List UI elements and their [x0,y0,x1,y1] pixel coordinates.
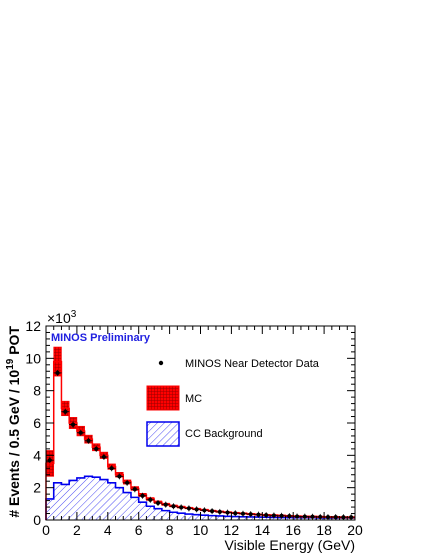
data-point [310,514,315,519]
data-point [240,511,246,516]
data-point [163,502,168,507]
data-point [148,497,153,502]
y-multiplier-exponent: 3 [71,309,77,320]
data-point [155,500,161,506]
data-point [47,458,52,463]
x-tick-label: 0 [42,522,50,538]
data-point [217,509,222,515]
data-point [209,509,215,514]
preliminary-annotation: MINOS Preliminary [51,332,151,344]
data-point [341,515,346,520]
data-point [78,430,83,435]
x-tick-label: 10 [193,522,209,538]
data-point [294,514,300,519]
y-axis-title-suffix: POT [6,326,22,359]
x-tick-label: 16 [285,522,301,538]
x-tick-label: 14 [255,522,271,538]
x-tick-label: 4 [104,522,112,538]
legend-item-mc: MC [146,385,202,411]
data-point [225,510,230,515]
y-tick-label: 6 [33,415,41,431]
data-point [349,515,354,520]
data-point [101,454,107,460]
data-point [179,505,184,510]
x-tick-label: 6 [135,522,143,538]
y-tick-label: 4 [33,447,41,463]
background-hatch-area [46,476,355,520]
data-point [94,446,99,451]
data-point [109,466,114,471]
data-point [55,370,60,375]
y-tick-label: 10 [25,350,41,366]
legend-background-label: CC Background [185,428,263,440]
legend-background-swatch [146,421,180,447]
data-point [279,513,284,518]
y-tick-label: 2 [33,480,41,496]
x-tick-label: 2 [73,522,81,538]
data-point [264,513,269,518]
data-point [271,513,276,518]
data-point [318,514,323,520]
axis-ticks [45,325,356,521]
data-point [140,493,145,498]
data-point [86,438,91,443]
y-tick-labels: 0 2 4 6 8 10 12 [25,318,41,528]
legend-data-label: MINOS Near Detector Data [185,358,320,370]
y-tick-label: 8 [33,383,41,399]
data-point [256,512,261,517]
y-axis-title-exponent: 19 [5,358,16,370]
legend-item-background: CC Background [146,421,263,447]
x-tick-label: 20 [347,522,363,538]
legend-mc-label: MC [185,393,202,405]
data-point [248,512,253,517]
y-axis-multiplier: ×103 [47,309,77,326]
x-tick-label: 8 [166,522,174,538]
x-tick-labels: 0 2 4 6 8 10 12 14 16 18 20 [42,522,363,538]
data-point [233,511,238,516]
data-point [63,409,68,414]
data-points [45,369,356,521]
y-axis-title-prefix: # Events / 0.5 GeV / 10 [6,370,22,518]
chart-legend: MINOS Near Detector Data MC CC Backgroun… [146,358,320,447]
y-multiplier-base: ×10 [47,310,71,326]
data-point [171,504,176,509]
data-point [302,514,307,519]
data-point [186,506,192,511]
data-point [325,514,331,520]
legend-mc-swatch [146,385,180,411]
data-point [132,487,137,492]
x-tick-label: 12 [224,522,240,538]
legend-item-data: MINOS Near Detector Data [158,358,320,370]
y-tick-label: 0 [33,512,41,528]
y-tick-label: 12 [25,318,41,334]
data-point [117,474,122,479]
data-point [202,508,207,513]
x-axis-title: Visible Energy (GeV) [225,537,355,553]
data-point [125,480,130,485]
y-axis-title: # Events / 0.5 GeV / 1019 POT [5,326,22,518]
data-point [287,514,292,519]
legend-data-marker [158,360,164,366]
data-point [194,507,199,512]
x-tick-label: 18 [316,522,332,538]
data-point [333,514,338,520]
data-point [70,422,76,427]
